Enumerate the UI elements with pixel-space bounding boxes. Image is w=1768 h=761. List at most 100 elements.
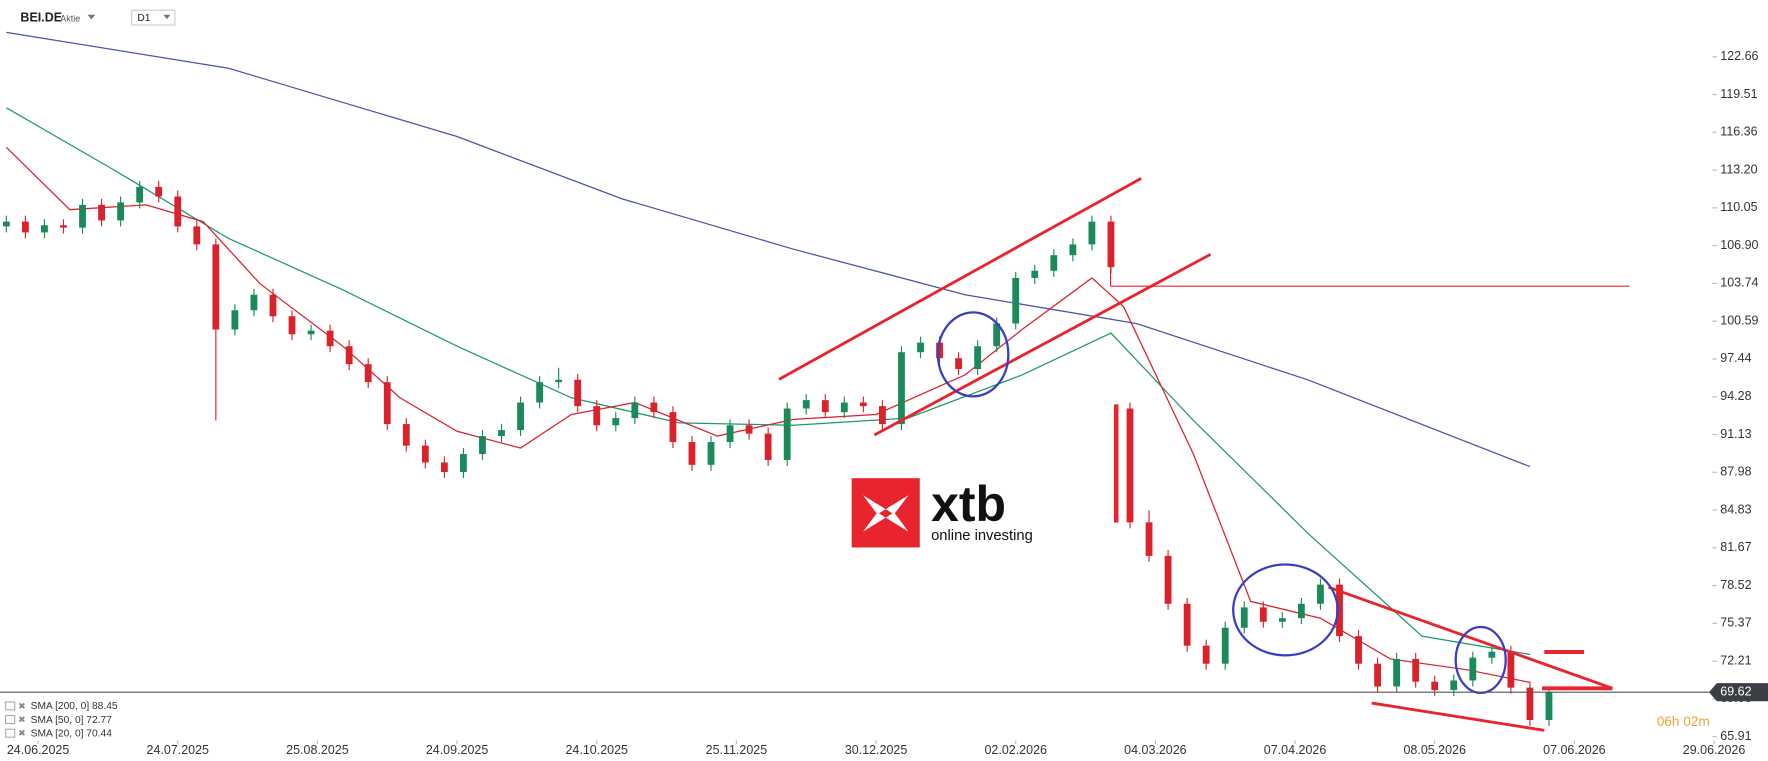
candle-body xyxy=(41,225,48,233)
candle-body xyxy=(1202,645,1210,664)
interval-select[interactable] xyxy=(131,9,176,26)
candle-body xyxy=(60,225,67,228)
x-tick-label: 02.02.2026 xyxy=(984,743,1047,757)
candle-body xyxy=(1050,255,1058,271)
candle-body xyxy=(783,408,791,461)
sma-line xyxy=(5,146,1531,684)
candle-body xyxy=(402,424,410,446)
highlight-circle xyxy=(1454,625,1507,694)
candle-body xyxy=(212,244,220,330)
candle-body xyxy=(1488,651,1496,658)
candle-body xyxy=(1107,221,1115,268)
trend-line xyxy=(873,253,1212,437)
candle-body xyxy=(326,330,334,347)
candle-body xyxy=(593,406,601,426)
x-tick-label: 29.06.2026 xyxy=(1683,743,1746,757)
candle-body xyxy=(440,462,448,473)
candle-body xyxy=(879,406,886,425)
y-tick-label: 75.37 xyxy=(1720,616,1751,630)
trend-line xyxy=(1328,585,1613,690)
candle-body xyxy=(1545,692,1553,721)
legend-remove: ✖ xyxy=(18,715,26,725)
highlight-circle xyxy=(1232,563,1339,657)
candle-body xyxy=(1069,244,1077,256)
candle-body xyxy=(707,442,715,465)
logo-tagline: online investing xyxy=(931,528,1033,544)
candle-body xyxy=(631,402,639,419)
candle-body xyxy=(993,323,1001,347)
candle-body xyxy=(802,400,810,409)
candle-body xyxy=(764,433,772,461)
highlight-circle xyxy=(936,311,1010,398)
candle-body xyxy=(2,221,10,227)
interval-dropdown xyxy=(163,14,171,20)
candle-body xyxy=(345,346,353,365)
header: BEI.DE Aktie D1 xyxy=(20,9,176,26)
candle-body xyxy=(1221,627,1229,664)
candle-body xyxy=(536,382,544,403)
candle-body xyxy=(1145,522,1153,556)
candle-body xyxy=(898,352,905,425)
symbol[interactable]: BEI.DE xyxy=(20,10,62,24)
x-tick-label: 24.07.2025 xyxy=(147,743,210,757)
instrument-type: Aktie xyxy=(60,14,80,24)
candle-body xyxy=(1469,657,1477,681)
x-tick-label: 24.10.2025 xyxy=(566,743,629,757)
indicator-layer xyxy=(5,31,1531,684)
y-tick-label: 97.44 xyxy=(1720,351,1751,365)
legend-label: SMA [200, 0] 88.45 xyxy=(31,701,118,712)
legend: ✖ SMA [200, 0] 88.45 ✖ SMA [50, 0] 72.77 ✖ SM… xyxy=(5,701,118,739)
candle-body xyxy=(936,342,943,359)
candle-body xyxy=(1278,618,1286,622)
y-tick-label: 122.66 xyxy=(1720,49,1758,63)
y-tick-label: 91.13 xyxy=(1720,427,1751,441)
candle-body xyxy=(1507,651,1515,688)
candle-body xyxy=(307,330,315,335)
candle-body xyxy=(364,364,372,383)
y-tick-label: 116.36 xyxy=(1720,125,1757,139)
y-tick-label: 72.21 xyxy=(1720,653,1751,667)
candle-body xyxy=(840,402,848,413)
candle-body xyxy=(974,346,982,369)
logo-icon xyxy=(862,495,909,532)
symbol-dropdown[interactable] xyxy=(87,14,96,20)
candle-body xyxy=(555,379,563,383)
candle-body xyxy=(517,402,524,431)
candle-layer xyxy=(2,180,1553,726)
candle-body xyxy=(155,186,163,197)
trend-line xyxy=(778,177,1142,381)
countdown: 06h 02m xyxy=(1657,714,1710,729)
candle-body xyxy=(1336,584,1343,637)
y-tick-label: 81.67 xyxy=(1720,540,1751,554)
candle-body xyxy=(98,204,105,221)
legend-icon xyxy=(5,728,16,738)
x-tick-label: 04.03.2026 xyxy=(1124,743,1187,757)
y-tick-label: 113.20 xyxy=(1720,162,1757,176)
y-tick-label: 84.83 xyxy=(1720,502,1751,516)
candle-body xyxy=(479,436,486,455)
x-tick-label: 07.04.2026 xyxy=(1264,743,1327,757)
candle-body xyxy=(498,430,505,437)
annotations xyxy=(778,177,1630,732)
x-tick-label: 25.11.2025 xyxy=(706,743,768,757)
candle-body xyxy=(1393,658,1401,687)
x-tick-label: 25.08.2025 xyxy=(286,743,349,757)
candle-body xyxy=(288,316,296,335)
candle-body xyxy=(1526,687,1534,721)
axis-layer: 122.66 119.51 116.36 113.20 110.05 106.90 103.… xyxy=(0,49,1768,757)
candle-body xyxy=(745,425,753,434)
candle-body xyxy=(1431,681,1439,691)
sma-line xyxy=(6,107,1531,656)
candle-body xyxy=(574,379,582,407)
y-tick-label: 94.28 xyxy=(1720,389,1751,403)
x-tick-label: 07.06.2026 xyxy=(1543,743,1606,757)
candle-body xyxy=(917,342,924,353)
y-tick-label: 103.74 xyxy=(1720,276,1758,290)
candle-body xyxy=(117,202,125,221)
candle-body xyxy=(1183,603,1191,646)
candle-body xyxy=(1164,555,1172,604)
candle-body xyxy=(669,412,677,443)
y-tick-label: 106.90 xyxy=(1720,238,1758,252)
